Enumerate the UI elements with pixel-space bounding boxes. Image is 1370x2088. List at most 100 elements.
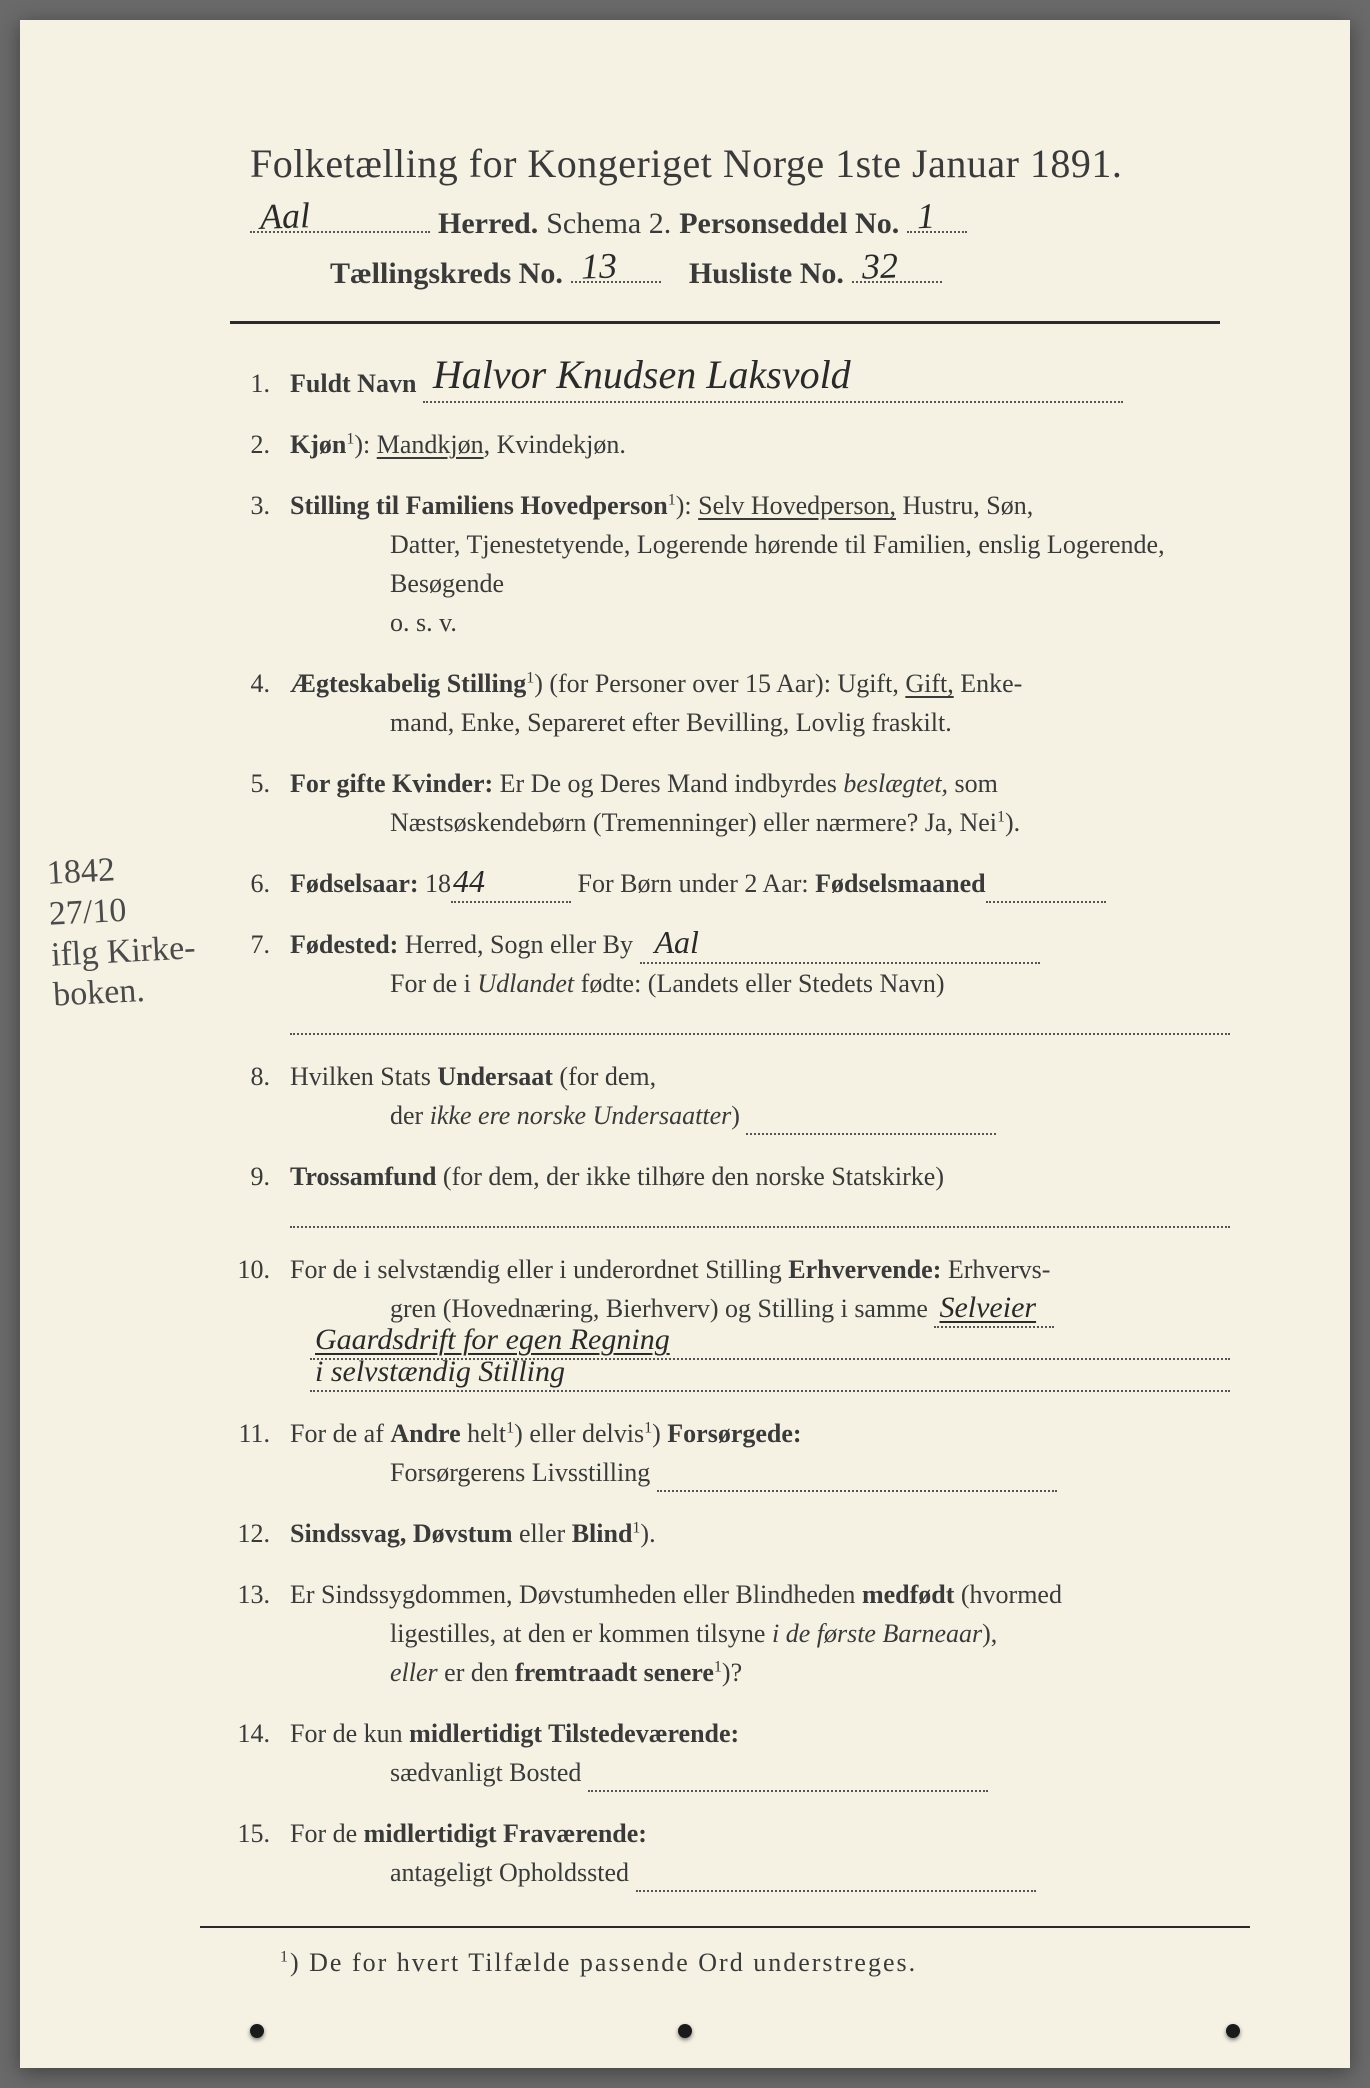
row-num-1: 1. (230, 364, 290, 403)
occ-field-3: i selvstændig Stilling (310, 1368, 1230, 1392)
birthplace-line2-italic: Udlandet (477, 969, 574, 998)
vis-field (588, 1768, 988, 1792)
footnote-text: 1) De for hvert Tilfælde passende Ord un… (200, 1948, 1250, 1978)
birthplace-line2-b: fødte: (Landets eller Stedets Navn) (574, 969, 944, 998)
position-line-2: Datter, Tjenestetyende, Logerende hørend… (290, 525, 1230, 603)
gender-text-a: ): (354, 430, 376, 459)
birthyear-text-a: For Børn under 2 Aar: (571, 869, 815, 898)
dis-text-b: ). (640, 1519, 655, 1548)
position-text-a: ): (676, 491, 698, 520)
subject-line-2: der ikke ere norske Undersaatter) (290, 1096, 1230, 1135)
row-content-5: For gifte Kvinder: Er De og Deres Mand i… (290, 764, 1230, 842)
religion-field (290, 1204, 1230, 1228)
dep-field (657, 1468, 1057, 1492)
kreds-label: Tællingskreds No. (330, 257, 563, 291)
subject-line2-italic: ikke ere norske Undersaatter (430, 1101, 732, 1130)
row-content-14: For de kun midlertidigt Tilstedeværende:… (290, 1714, 1230, 1792)
dep-sup1: 1 (506, 1419, 514, 1436)
occ-value-1: Selveier (939, 1285, 1036, 1330)
birthplace-line2-a: For de i (390, 969, 477, 998)
row-num-12: 12. (230, 1514, 290, 1553)
row-content-8: Hvilken Stats Undersaat (for dem, der ik… (290, 1057, 1230, 1135)
abs-line-2: antageligt Opholdssted (290, 1853, 1230, 1892)
birthyear-label: Fødselsaar: (290, 869, 419, 898)
dep-text-c: ) eller delvis (514, 1419, 644, 1448)
onset-line3-bold: fremtraadt senere (515, 1658, 714, 1687)
row-content-10: For de i selvstændig eller i underordnet… (290, 1250, 1230, 1392)
birthmonth-field (986, 879, 1106, 903)
wives-text-b: som (948, 769, 998, 798)
wives-line2-text: Næstsøskendebørn (Tremenninger) eller næ… (390, 808, 997, 837)
herred-value: Aal (259, 194, 310, 238)
dep-text-a: For de af (290, 1419, 390, 1448)
row-num-5: 5. (230, 764, 290, 803)
onset-line2-a: ligestilles, at den er kommen tilsyne (390, 1619, 772, 1648)
kreds-value: 13 (580, 244, 617, 287)
dep-text-d: ) (652, 1419, 667, 1448)
row-num-9: 9. (230, 1157, 290, 1196)
subject-text-b: (for dem, (553, 1062, 656, 1091)
row-num-7: 7. (230, 925, 290, 964)
birthplace-text-a: Herred, Sogn eller By (398, 930, 633, 959)
birthyear-value: 44 (453, 857, 485, 905)
dis-text-a: eller (513, 1519, 572, 1548)
onset-line-3: eller er den fremtraadt senere1)? (290, 1653, 1230, 1692)
occ-label: Erhvervende: (788, 1255, 941, 1284)
wives-label: For gifte Kvinder: (290, 769, 493, 798)
row-num-4: 4. (230, 664, 290, 703)
margin-annotation: 1842 27/10 iflg Kirke- boken. (46, 846, 199, 1017)
row-content-3: Stilling til Familiens Hovedperson1): Se… (290, 486, 1230, 642)
row-num-2: 2. (230, 425, 290, 464)
abs-bold: midlertidigt Fraværende: (364, 1819, 647, 1848)
gender-label: Kjøn (290, 430, 346, 459)
onset-bold: medfødt (862, 1580, 954, 1609)
dep-bold-a: Andre (390, 1419, 460, 1448)
margin-line-4: boken. (52, 969, 198, 1017)
dep-line-2: Forsørgerens Livsstilling (290, 1453, 1230, 1492)
birthyear-field: 44 (451, 879, 571, 903)
row-9-religion: 9. Trossamfund (for dem, der ikke tilhør… (230, 1157, 1230, 1228)
subject-field (746, 1111, 996, 1135)
abs-field (636, 1868, 1036, 1892)
row-num-6: 6. (230, 864, 290, 903)
onset-line2-italic: i de første Barneaar (772, 1619, 982, 1648)
onset-text-a: Er Sindssygdommen, Døvstumheden eller Bl… (290, 1580, 862, 1609)
row-num-10: 10. (230, 1250, 290, 1289)
onset-line3-b: )? (722, 1658, 742, 1687)
position-selected: Selv Hovedperson, (698, 491, 896, 520)
header-divider (230, 321, 1220, 324)
religion-text: (for dem, der ikke tilhøre den norske St… (436, 1162, 944, 1191)
row-content-4: Ægteskabelig Stilling1) (for Personer ov… (290, 664, 1230, 742)
row-content-15: For de midlertidigt Fraværende: antageli… (290, 1814, 1230, 1892)
row-15-absent: 15. For de midlertidigt Fraværende: anta… (230, 1814, 1230, 1892)
dep-line2-text: Forsørgerens Livsstilling (390, 1458, 650, 1487)
wives-text: Er De og Deres Mand indbyrdes (493, 769, 843, 798)
subtitle-row-2: Tællingskreds No. 13 Husliste No. 32 (250, 255, 1250, 291)
dis-bold-b: Blind (572, 1519, 633, 1548)
punch-hole-center (678, 2024, 692, 2038)
row-num-11: 11. (230, 1414, 290, 1453)
gender-selected: Mandkjøn (377, 430, 484, 459)
row-num-14: 14. (230, 1714, 290, 1753)
footnote-sup: 1 (280, 1948, 290, 1965)
onset-line2-b: ), (982, 1619, 997, 1648)
kreds-field: 13 (571, 255, 661, 283)
vis-bold: midlertidigt Tilstedeværende: (409, 1719, 739, 1748)
form-header: Folketælling for Kongeriget Norge 1ste J… (200, 140, 1250, 291)
vis-line2-text: sædvanligt Bosted (390, 1758, 581, 1787)
dep-bold-b: Forsørgede: (667, 1419, 801, 1448)
row-13-disability-onset: 13. Er Sindssygdommen, Døvstumheden elle… (230, 1575, 1230, 1692)
main-title: Folketælling for Kongeriget Norge 1ste J… (250, 140, 1250, 187)
subtitle-row-1: Aal Herred. Schema 2. Personseddel No. 1 (250, 205, 1250, 241)
abs-text-a: For de (290, 1819, 364, 1848)
punch-hole-left (250, 2024, 264, 2038)
onset-line3-a: er den (438, 1658, 515, 1687)
marital-text-b: Enke- (954, 669, 1023, 698)
dis-label: Sindssvag, Døvstum (290, 1519, 513, 1548)
marital-text-a: ) (for Personer over 15 Aar): Ugift, (534, 669, 905, 698)
position-sup: 1 (668, 491, 676, 508)
vis-line-2: sædvanligt Bosted (290, 1753, 1230, 1792)
position-line-3: o. s. v. (290, 603, 1230, 642)
occ-value-3: i selvstændig Stilling (315, 1349, 565, 1394)
marital-label: Ægteskabelig Stilling (290, 669, 526, 698)
